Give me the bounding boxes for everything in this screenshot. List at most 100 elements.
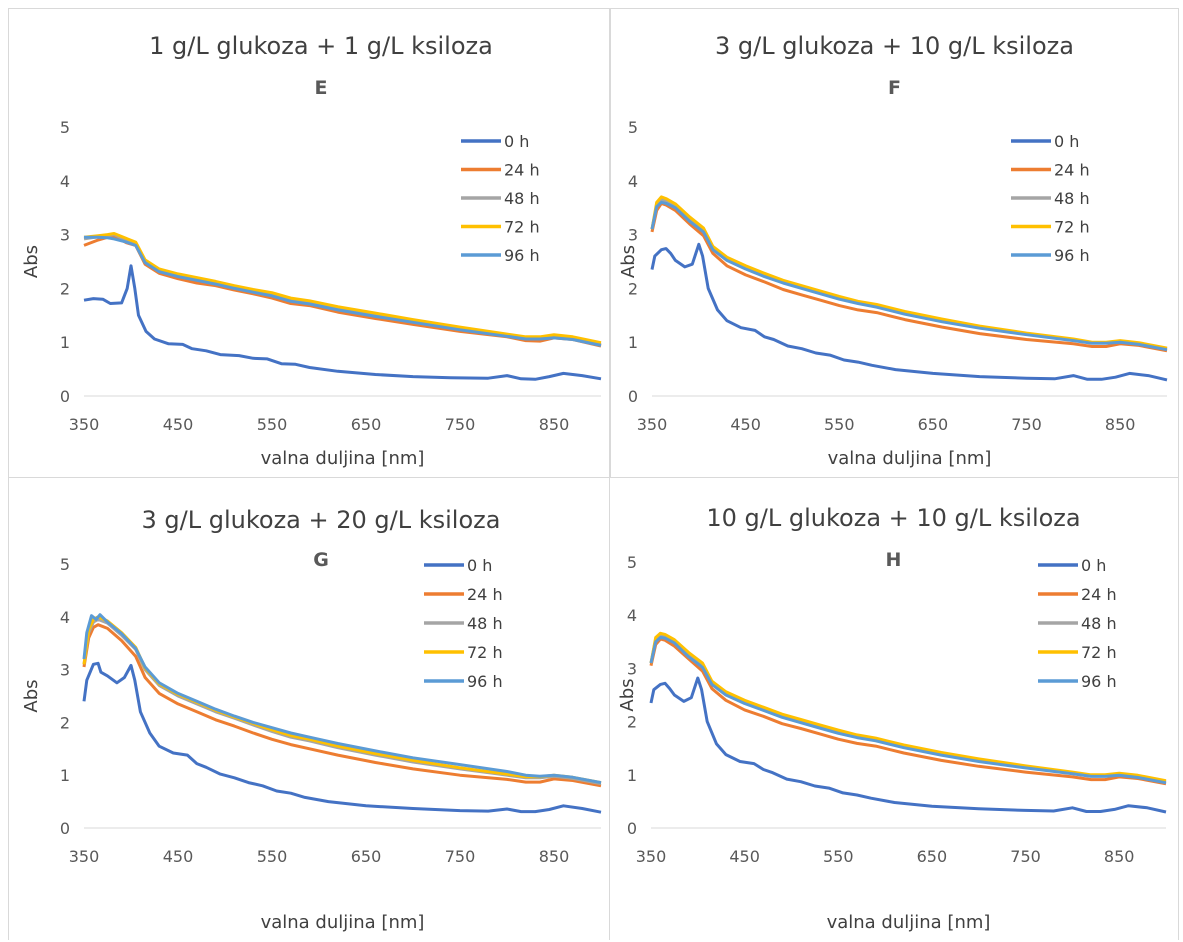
series-line-72h [82, 615, 602, 785]
y-axis-title: Abs [21, 679, 42, 712]
legend-entry: 48 h [1081, 614, 1117, 633]
legend-entry: 48 h [1054, 189, 1090, 208]
y-axis-title: Abs [617, 678, 638, 711]
series-line-96h [84, 235, 602, 347]
y-tick-label: 0 [627, 819, 637, 838]
series-group [650, 195, 1168, 382]
x-tick-label: 650 [917, 847, 948, 866]
chart-title: 3 g/L glukoza + 10 g/L ksiloza [715, 32, 1074, 60]
legend-entry: 72 h [504, 218, 540, 237]
series-line-96h [82, 613, 602, 785]
legend-entry: 96 h [1081, 672, 1117, 691]
y-axis-title: Abs [21, 245, 42, 278]
chart-title: 1 g/L glukoza + 1 g/L ksiloza [149, 32, 493, 60]
chart-panel-g: 3 g/L glukoza + 20 g/L ksiloza G 0 1 2 3 4 5 350… [8, 478, 610, 940]
chart-title: 10 g/L glukoza + 10 g/L ksiloza [706, 504, 1080, 532]
chart-svg: 10 g/L glukoza + 10 g/L ksiloza H 0 1 2 3 4 5 35… [617, 504, 1167, 933]
series-line-0h [83, 264, 602, 381]
y-tick-label: 5 [628, 118, 638, 137]
x-tick-label: 450 [163, 847, 194, 866]
series-group [82, 613, 602, 814]
legend-entry: 24 h [1054, 161, 1090, 180]
y-tick-label: 1 [60, 333, 70, 352]
chart-svg: 3 g/L glukoza + 20 g/L ksiloza G 0 1 2 3 4 5 350… [21, 506, 602, 933]
chart-panel-label: H [886, 549, 902, 571]
y-tick-label: 5 [627, 553, 637, 572]
x-tick-label: 550 [257, 847, 288, 866]
x-axis-title: valna duljina [nm] [261, 448, 425, 469]
series-line-24h [82, 623, 602, 788]
legend-entry: 72 h [1081, 643, 1117, 662]
x-tick-label: 550 [824, 415, 855, 434]
y-tick-label: 5 [60, 555, 70, 574]
y-tick-label: 2 [60, 279, 70, 298]
x-axis-title: valna duljina [nm] [261, 912, 425, 933]
series-line-72h [83, 232, 602, 345]
series-line-0h [649, 676, 1167, 814]
x-axis-title: valna duljina [nm] [827, 912, 991, 933]
y-tick-label: 4 [628, 172, 638, 191]
legend-entry: 48 h [467, 614, 503, 633]
series-line-24h [649, 637, 1167, 786]
legend-entry: 96 h [467, 672, 503, 691]
y-tick-label: 5 [60, 118, 70, 137]
series-line-0h [82, 661, 602, 814]
x-tick-label: 850 [1104, 847, 1135, 866]
legend-entry: 48 h [504, 189, 540, 208]
legend-entry: 96 h [1054, 246, 1090, 265]
x-tick-label: 550 [257, 415, 288, 434]
y-tick-label: 1 [627, 766, 637, 785]
x-tick-label: 350 [69, 415, 100, 434]
series-line-72h [649, 631, 1167, 783]
series-line-48h [82, 617, 602, 786]
y-tick-label: 0 [628, 387, 638, 406]
y-tick-label: 2 [627, 713, 637, 732]
series-line-24h [650, 201, 1168, 353]
y-tick-label: 4 [627, 606, 637, 625]
x-tick-label: 650 [351, 415, 382, 434]
x-tick-label: 750 [1010, 847, 1041, 866]
y-tick-label: 1 [628, 333, 638, 352]
x-tick-label: 650 [351, 847, 382, 866]
y-tick-label: 2 [60, 713, 70, 732]
series-line-72h [650, 195, 1168, 350]
x-tick-label: 450 [163, 415, 194, 434]
y-tick-label: 0 [60, 819, 70, 838]
x-tick-label: 750 [445, 415, 476, 434]
series-group [83, 232, 602, 381]
y-tick-label: 3 [628, 226, 638, 245]
legend-entry: 24 h [1081, 585, 1117, 604]
series-group [649, 631, 1167, 814]
y-tick-label: 3 [60, 226, 70, 245]
chart-svg: 1 g/L glukoza + 1 g/L ksiloza E 0 1 2 3 4 5 350 4… [21, 32, 602, 469]
series-line-96h [649, 636, 1167, 785]
y-tick-label: 3 [60, 661, 70, 680]
series-line-48h [650, 198, 1168, 351]
chart-svg: 3 g/L glukoza + 10 g/L ksiloza F 0 1 2 3 4 5 350… [618, 32, 1168, 469]
legend-entry: 72 h [467, 643, 503, 662]
x-tick-label: 350 [69, 847, 100, 866]
chart-title: 3 g/L glukoza + 20 g/L ksiloza [142, 506, 501, 534]
x-tick-label: 750 [1011, 415, 1042, 434]
y-tick-label: 3 [627, 659, 637, 678]
x-tick-label: 850 [1105, 415, 1136, 434]
legend-entry: 0 h [467, 556, 492, 575]
y-tick-label: 2 [628, 279, 638, 298]
legend-entry: 0 h [1054, 132, 1079, 151]
x-tick-label: 350 [636, 847, 667, 866]
chart-panel-h: 10 g/L glukoza + 10 g/L ksiloza H 0 1 2 3 4 5 35… [610, 478, 1179, 940]
x-tick-label: 750 [445, 847, 476, 866]
x-tick-label: 850 [539, 847, 570, 866]
x-tick-label: 650 [918, 415, 949, 434]
y-tick-label: 4 [60, 608, 70, 627]
y-axis-title: Abs [618, 245, 639, 278]
chart-panel-label: G [313, 549, 329, 571]
x-tick-label: 350 [637, 415, 668, 434]
x-tick-label: 450 [729, 847, 760, 866]
y-tick-label: 4 [60, 172, 70, 191]
chart-panel-label: E [315, 77, 328, 99]
y-tick-label: 1 [60, 766, 70, 785]
legend-entry: 24 h [504, 161, 540, 180]
chart-panel-f: 3 g/L glukoza + 10 g/L ksiloza F 0 1 2 3 4 5 350… [610, 8, 1179, 478]
x-tick-label: 550 [823, 847, 854, 866]
